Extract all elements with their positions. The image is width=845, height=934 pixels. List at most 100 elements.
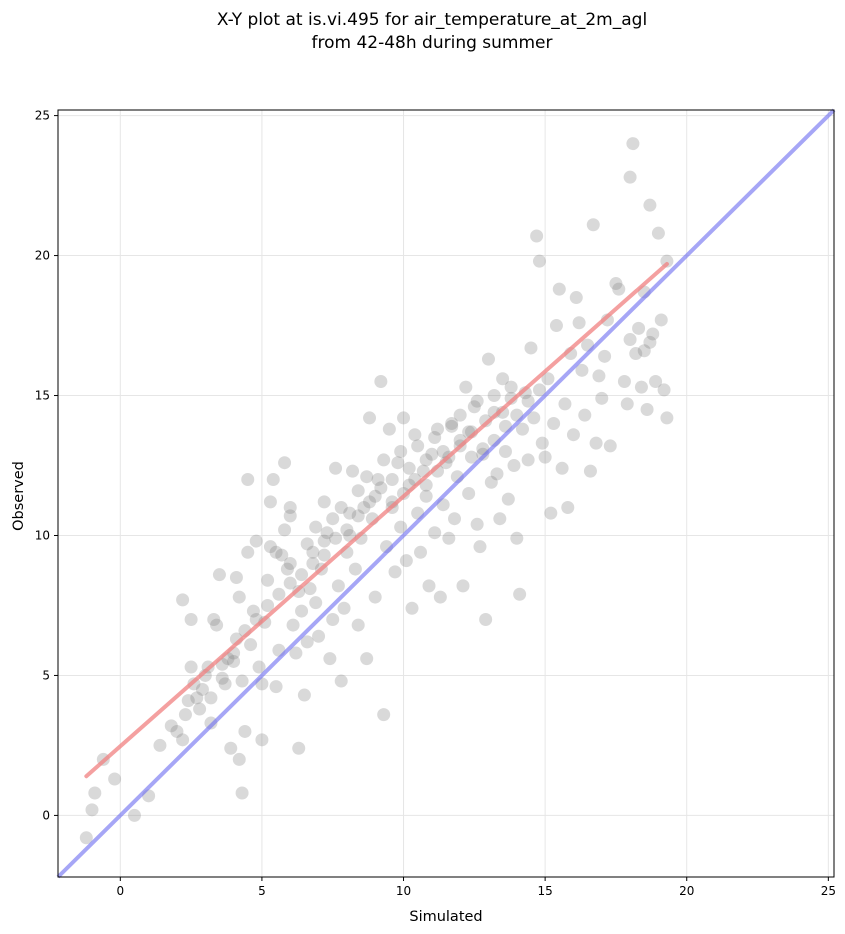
data-point	[575, 363, 589, 377]
data-point	[470, 517, 484, 531]
data-point	[535, 436, 549, 450]
data-point	[368, 590, 382, 604]
data-point	[592, 369, 606, 383]
data-point	[431, 422, 445, 436]
data-point	[504, 380, 518, 394]
data-point	[337, 601, 351, 615]
data-point	[649, 375, 663, 389]
data-point	[283, 500, 297, 514]
data-point	[490, 467, 504, 481]
data-point	[524, 341, 538, 355]
data-point	[377, 708, 391, 722]
x-tick-label: 5	[258, 884, 266, 898]
data-point	[632, 321, 646, 335]
data-point	[218, 677, 232, 691]
data-point	[176, 733, 190, 747]
data-point	[306, 556, 320, 570]
data-point	[278, 456, 292, 470]
x-tick-label: 0	[116, 884, 124, 898]
data-point	[283, 556, 297, 570]
data-point	[227, 654, 241, 668]
data-points	[79, 137, 674, 845]
data-point	[388, 565, 402, 579]
data-point	[289, 646, 303, 660]
data-point	[425, 447, 439, 461]
data-point	[496, 372, 510, 386]
data-point	[544, 506, 558, 520]
data-point	[295, 604, 309, 618]
data-point	[510, 531, 524, 545]
data-point	[572, 316, 586, 330]
data-point	[283, 576, 297, 590]
data-point	[501, 492, 515, 506]
data-point	[224, 741, 238, 755]
data-point	[326, 612, 340, 626]
data-point	[252, 660, 266, 674]
data-point	[442, 531, 456, 545]
data-point	[170, 724, 184, 738]
data-point	[317, 495, 331, 509]
data-point	[558, 397, 572, 411]
data-point	[241, 545, 255, 559]
data-point	[346, 464, 360, 478]
data-point	[303, 582, 317, 596]
data-point	[603, 439, 617, 453]
data-point	[643, 198, 657, 212]
data-point	[626, 137, 640, 151]
data-point	[459, 380, 473, 394]
data-point	[394, 520, 408, 534]
data-point	[481, 352, 495, 366]
data-point	[547, 417, 561, 431]
data-point	[295, 568, 309, 582]
data-point	[408, 428, 422, 442]
data-point	[88, 786, 102, 800]
data-point	[462, 487, 476, 500]
data-point	[414, 545, 428, 559]
reference-lines	[56, 108, 836, 879]
data-point	[320, 526, 334, 540]
data-point	[586, 218, 600, 232]
data-point	[275, 548, 289, 562]
data-point	[654, 313, 668, 327]
data-point	[79, 831, 93, 845]
data-point	[300, 537, 314, 551]
data-point	[422, 579, 436, 593]
data-point	[623, 333, 637, 347]
y-tick-label: 0	[42, 808, 50, 822]
data-point	[241, 473, 255, 487]
data-point	[411, 439, 425, 453]
data-point	[660, 411, 674, 425]
data-point	[377, 453, 391, 467]
data-point	[589, 436, 603, 450]
data-point	[447, 512, 461, 526]
data-point	[657, 383, 671, 397]
data-point	[306, 545, 320, 559]
data-point	[397, 411, 411, 425]
data-point	[569, 291, 583, 305]
data-point	[453, 408, 467, 422]
data-point	[190, 691, 204, 705]
data-point	[292, 741, 306, 755]
data-point	[473, 540, 487, 554]
data-point	[317, 548, 331, 562]
data-point	[309, 596, 323, 610]
data-point	[436, 445, 450, 459]
data-point	[176, 593, 190, 607]
data-point	[238, 724, 252, 738]
data-point	[530, 229, 544, 243]
data-point	[317, 534, 331, 548]
data-point	[487, 389, 501, 403]
y-axis-ticks: 0 5 10 15 20 25	[35, 109, 58, 822]
data-point	[467, 400, 481, 414]
y-tick-label: 25	[35, 109, 50, 123]
y-axis-label: Observed	[11, 461, 27, 531]
data-point	[549, 319, 563, 333]
data-point	[184, 612, 198, 626]
data-point	[108, 772, 122, 786]
data-point	[583, 464, 597, 478]
data-point	[300, 635, 314, 649]
x-tick-label: 20	[679, 884, 694, 898]
data-point	[357, 500, 371, 514]
data-point	[351, 484, 365, 498]
data-point	[235, 786, 249, 800]
